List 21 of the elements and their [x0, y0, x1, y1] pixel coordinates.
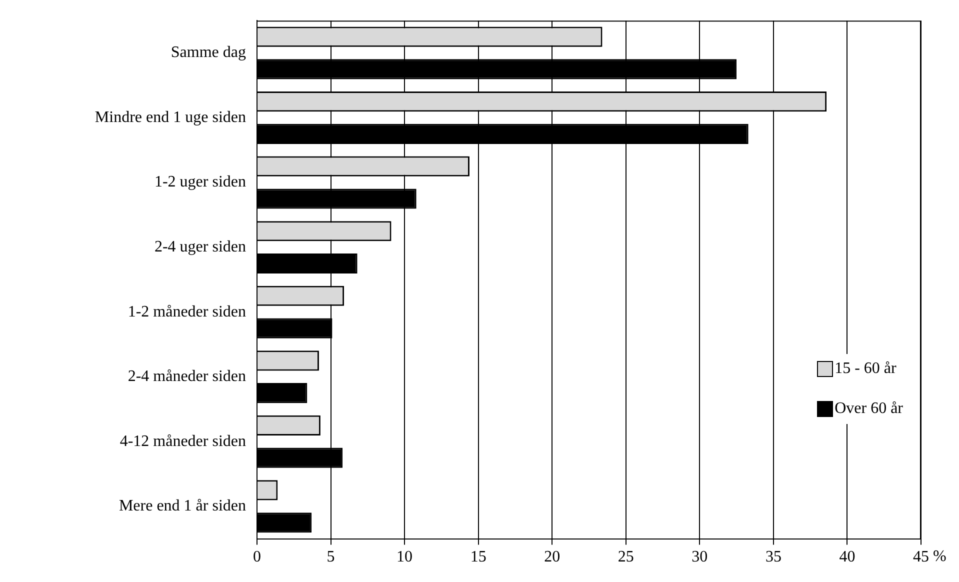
- x-tick-label: 5: [326, 548, 335, 566]
- y-tick-label: Mindre end 1 uge siden: [94, 108, 246, 126]
- y-tick-label: 4-12 måneder siden: [120, 432, 246, 450]
- y-tick-label: Samme dag: [170, 44, 246, 62]
- x-tick-label: 25: [618, 548, 634, 566]
- x-tick-label: 45: [913, 548, 929, 566]
- x-axis-title: %: [933, 548, 946, 566]
- y-tick-label: 1-2 måneder siden: [128, 303, 246, 320]
- legend-label: 15 - 60 år: [834, 360, 896, 378]
- x-tick-label: 40: [839, 548, 856, 566]
- legend-label: Over 60 år: [834, 400, 903, 418]
- x-tick-label: 20: [544, 548, 560, 566]
- y-tick-label: 1-2 uger siden: [154, 174, 246, 191]
- x-tick-label: 30: [692, 548, 708, 566]
- y-tick-label: 2-4 måneder siden: [128, 368, 246, 386]
- x-tick-label: 10: [396, 548, 413, 566]
- y-tick-label: 2-4 uger siden: [154, 238, 246, 256]
- x-tick-label: 0: [253, 548, 261, 566]
- y-tick-label: Mere end 1 år siden: [118, 498, 246, 515]
- x-tick-label: 15: [470, 548, 486, 566]
- x-tick-label: 35: [765, 548, 782, 566]
